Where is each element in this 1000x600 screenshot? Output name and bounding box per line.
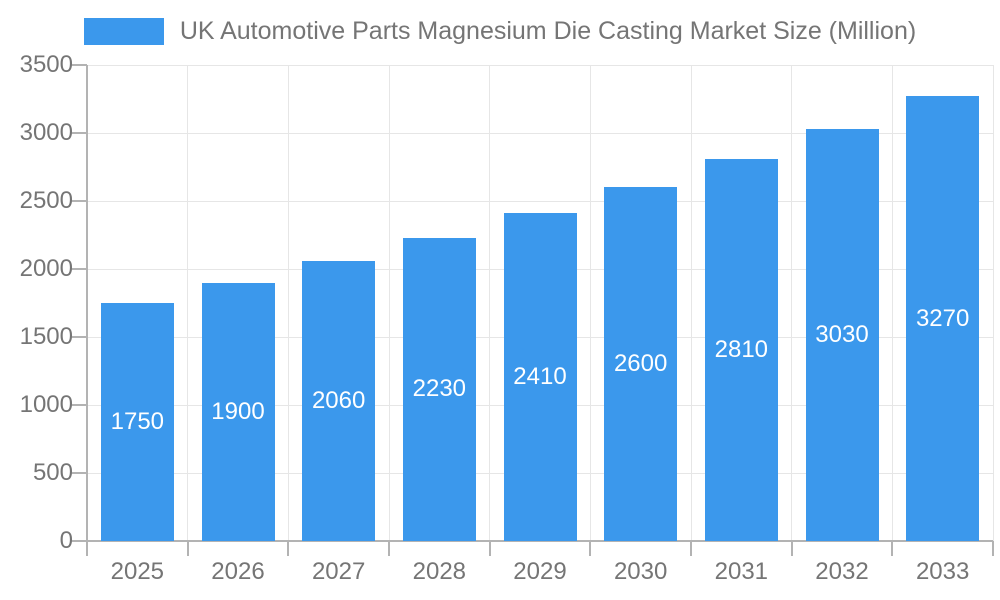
y-axis-tick-label: 1000 [19, 391, 73, 418]
x-axis-tick [86, 541, 88, 556]
plot-area: 1750 1900 2060 2230 2410 2600 2810 3030 3270 [72, 64, 994, 556]
x-axis-tick [488, 541, 491, 556]
x-axis-tick [589, 541, 592, 556]
bar-value-label: 1750 [110, 408, 165, 435]
x-axis-line [87, 540, 993, 542]
gridline-vertical [388, 65, 390, 541]
x-axis-tick-label: 2026 [211, 558, 265, 585]
bar-value-label: 2410 [513, 363, 567, 391]
x-axis-tick-label: 2031 [714, 558, 769, 585]
y-axis-tick [72, 200, 87, 202]
gridline-vertical [690, 65, 692, 541]
y-axis-tick-label: 2500 [19, 187, 73, 214]
y-axis-tick-label: 500 [32, 459, 73, 486]
legend-label: UK Automotive Parts Magnesium Die Castin… [179, 16, 917, 45]
bar-value-label: 3270 [915, 304, 970, 332]
y-axis-line [86, 65, 88, 541]
x-axis-tick [790, 541, 793, 556]
y-axis-tick-label: 1500 [19, 323, 73, 350]
y-axis-tick-label: 2000 [19, 255, 73, 282]
x-axis-labels: 2025 2026 2027 2028 2029 2030 2031 2032 2033 [87, 558, 993, 588]
bar-value-label: 2600 [613, 350, 668, 378]
bar-value-label: 1900 [211, 397, 265, 425]
legend-swatch-icon [83, 17, 164, 45]
y-axis-tick [72, 472, 87, 474]
bar-value-label: 2060 [311, 386, 366, 414]
gridline-vertical [187, 65, 189, 541]
gridline-horizontal [87, 64, 993, 66]
gridline-vertical [992, 65, 994, 541]
y-axis-tick [72, 336, 87, 338]
y-axis-tick [72, 404, 87, 406]
gridline-vertical [791, 65, 793, 541]
y-axis-tick [72, 268, 87, 270]
gridline-vertical [891, 65, 893, 541]
bar: 3030 [805, 128, 879, 541]
x-axis-tick-label: 2030 [613, 558, 668, 585]
bar: 1750 [100, 303, 174, 541]
bar: 3270 [906, 96, 980, 541]
y-axis-tick-label: 0 [59, 527, 73, 554]
bar: 2810 [704, 158, 778, 541]
y-axis-tick-label: 3500 [19, 51, 73, 78]
y-axis-tick-label: 3000 [19, 119, 73, 146]
x-axis-tick-label: 2025 [110, 558, 165, 585]
x-axis-tick [992, 541, 994, 556]
bar: 2600 [604, 187, 678, 541]
x-axis-tick [690, 541, 692, 556]
legend: UK Automotive Parts Magnesium Die Castin… [0, 16, 1000, 46]
bar: 2230 [402, 237, 476, 541]
x-axis-tick [891, 541, 894, 556]
x-axis-tick-label: 2032 [815, 558, 869, 585]
x-axis-tick-label: 2027 [311, 558, 366, 585]
gridline-horizontal [87, 200, 993, 202]
y-axis-tick [72, 540, 87, 542]
x-axis-tick-label: 2033 [915, 558, 970, 585]
y-axis-labels: 0 500 1000 1500 2000 2500 3000 3500 [0, 51, 73, 554]
bar: 1900 [201, 282, 275, 541]
x-axis-tick [287, 541, 290, 556]
y-axis-tick [72, 64, 87, 66]
gridline-vertical [489, 65, 491, 541]
x-axis-tick [186, 541, 189, 556]
gridline-horizontal [87, 132, 993, 134]
gridline-vertical [589, 65, 591, 541]
bar: 2060 [302, 260, 376, 541]
gridline-vertical [287, 65, 289, 541]
bar-value-label: 2230 [412, 375, 467, 403]
x-axis-tick [388, 541, 390, 556]
x-axis-tick-label: 2029 [513, 558, 567, 585]
x-axis-tick-label: 2028 [412, 558, 467, 585]
bar-value-label: 2810 [714, 335, 769, 363]
bar-value-label: 3030 [815, 320, 869, 348]
bar: 2410 [503, 213, 577, 541]
y-axis-tick [72, 132, 87, 134]
